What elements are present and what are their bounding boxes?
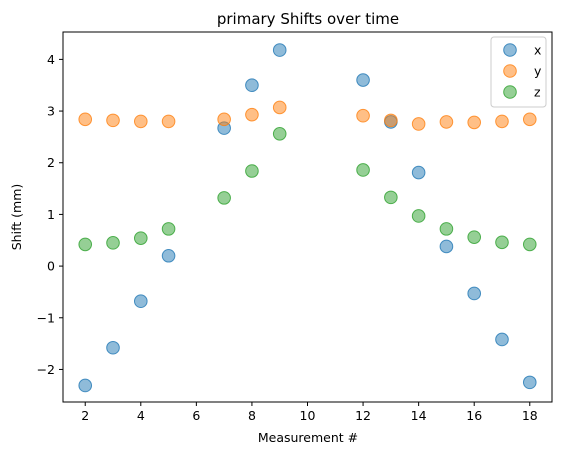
y-tick-label: 2 (47, 155, 55, 170)
x-tick-label: 12 (355, 408, 371, 423)
x-tick-label: 2 (81, 408, 89, 423)
data-point-z-8 (385, 191, 398, 204)
y-tick-label: 4 (47, 52, 55, 67)
x-tick-label: 10 (300, 408, 316, 423)
x-tick-label: 8 (248, 408, 256, 423)
data-point-z-4 (218, 192, 231, 205)
data-point-x-7 (357, 74, 370, 87)
y-tick-label: 1 (47, 207, 55, 222)
data-point-y-9 (412, 118, 425, 131)
data-point-y-3 (162, 115, 175, 128)
chart-title: primary Shifts over time (217, 10, 399, 28)
data-point-x-1 (107, 341, 120, 354)
data-point-z-12 (496, 236, 509, 249)
data-point-x-12 (496, 333, 509, 346)
x-tick-label: 18 (522, 408, 538, 423)
data-point-z-10 (440, 223, 453, 236)
data-point-y-12 (496, 115, 509, 128)
data-point-y-4 (218, 113, 231, 126)
x-tick-label: 4 (137, 408, 145, 423)
data-point-y-13 (523, 113, 536, 126)
legend-label-y: y (534, 64, 542, 79)
legend-marker-z (504, 86, 517, 99)
x-axis: 2 4 6 8 10 12 14 16 18 (81, 402, 538, 423)
data-point-y-0 (79, 113, 92, 126)
legend: xyz (491, 37, 546, 107)
data-points (79, 44, 536, 392)
data-point-z-0 (79, 238, 92, 251)
data-point-z-1 (107, 237, 120, 250)
data-point-x-9 (412, 166, 425, 179)
data-point-z-9 (412, 210, 425, 223)
data-point-y-6 (273, 101, 286, 114)
data-point-x-11 (468, 287, 481, 300)
data-point-x-6 (273, 44, 286, 57)
y-tick-label: 3 (47, 104, 55, 119)
y-tick-label: −1 (37, 310, 55, 325)
data-point-y-11 (468, 116, 481, 129)
x-tick-label: 16 (466, 408, 482, 423)
data-point-x-10 (440, 240, 453, 253)
y-axis: −2 −1 0 1 2 3 4 (37, 52, 63, 377)
data-point-z-2 (134, 232, 147, 245)
legend-marker-y (504, 65, 517, 78)
legend-label-x: x (534, 43, 541, 58)
data-point-y-2 (134, 115, 147, 128)
y-axis-label: Shift (mm) (9, 184, 24, 251)
data-point-z-7 (357, 164, 370, 177)
legend-label-z: z (534, 85, 541, 100)
data-point-z-5 (246, 165, 259, 178)
data-point-z-11 (468, 231, 481, 244)
data-point-z-13 (523, 238, 536, 251)
data-point-x-3 (162, 249, 175, 262)
data-point-x-5 (246, 79, 259, 92)
data-point-y-7 (357, 109, 370, 122)
data-point-y-8 (385, 114, 398, 127)
x-axis-label: Measurement # (258, 430, 358, 445)
data-point-y-10 (440, 116, 453, 129)
data-point-x-0 (79, 379, 92, 392)
data-point-x-13 (523, 376, 536, 389)
data-point-x-2 (134, 295, 147, 308)
y-tick-label: 0 (47, 259, 55, 274)
y-tick-label: −2 (37, 362, 55, 377)
data-point-y-5 (246, 108, 259, 121)
data-point-z-3 (162, 223, 175, 236)
legend-marker-x (504, 44, 517, 57)
data-point-y-1 (107, 114, 120, 127)
data-point-z-6 (273, 128, 286, 141)
x-tick-label: 6 (192, 408, 200, 423)
plot-frame (63, 32, 552, 402)
x-tick-label: 14 (411, 408, 427, 423)
